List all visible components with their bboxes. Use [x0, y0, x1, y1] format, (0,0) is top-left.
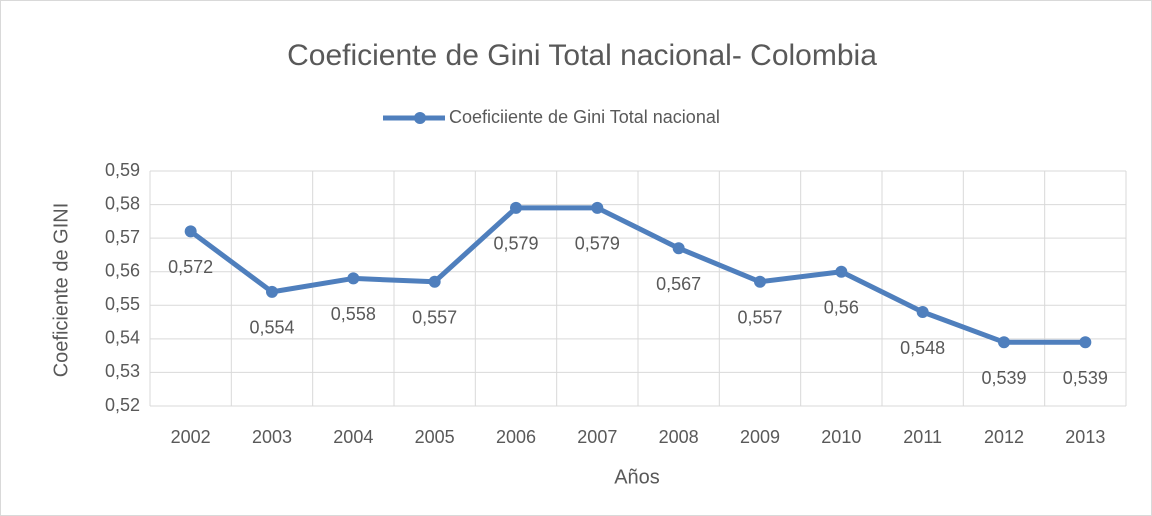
y-tick-label: 0,55: [105, 294, 140, 314]
x-tick-label: 2002: [171, 427, 211, 447]
data-label: 0,572: [168, 257, 213, 277]
x-tick-label: 2009: [740, 427, 780, 447]
data-point: [510, 201, 522, 214]
data-label: 0,554: [249, 318, 294, 338]
data-point: [428, 275, 441, 288]
legend-label: Coeficiiente de Gini Total nacional: [449, 107, 720, 127]
data-label: 0,557: [737, 308, 782, 328]
data-point: [754, 275, 766, 288]
data-point: [184, 225, 197, 238]
data-point: [916, 306, 929, 318]
x-tick-label: 2006: [496, 427, 536, 447]
data-label: 0,539: [1063, 368, 1108, 388]
y-tick-label: 0,56: [105, 260, 140, 280]
data-point: [591, 201, 604, 214]
data-point: [347, 272, 360, 285]
data-label: 0,548: [900, 338, 945, 358]
y-axis-label: Coeficiente de GINI: [50, 203, 72, 378]
x-tick-label: 2011: [903, 427, 942, 447]
y-tick-label: 0,54: [105, 328, 140, 348]
series-line: [189, 205, 1086, 345]
y-tick-label: 0,52: [105, 395, 140, 415]
x-tick-label: 2007: [577, 427, 617, 447]
x-tick-label: 2003: [252, 427, 292, 447]
data-label: 0,56: [824, 297, 859, 317]
x-tick-label: 2005: [415, 427, 455, 447]
chart-title: Coeficiente de Gini Total nacional- Colo…: [287, 39, 877, 72]
legend-marker: [414, 112, 426, 124]
x-tick-label: 2010: [821, 427, 861, 447]
x-axis-label: Años: [614, 466, 660, 488]
x-tick-label: 2004: [333, 427, 373, 447]
data-label: 0,557: [412, 308, 457, 328]
y-tick-label: 0,59: [105, 160, 140, 180]
data-point: [672, 242, 685, 255]
y-tick-label: 0,57: [105, 227, 140, 247]
data-label: 0,539: [981, 368, 1026, 388]
data-point: [266, 285, 278, 298]
x-tick-label: 2008: [659, 427, 699, 447]
data-label: 0,579: [575, 234, 620, 254]
x-tick-label: 2013: [1065, 427, 1105, 447]
x-tick-label: 2012: [984, 427, 1024, 447]
data-point: [998, 336, 1010, 349]
data-label: 0,579: [493, 234, 538, 254]
data-point: [1079, 336, 1092, 349]
data-label: 0,558: [331, 304, 376, 324]
data-label: 0,567: [656, 274, 701, 294]
data-point: [835, 265, 848, 278]
y-tick-label: 0,53: [105, 361, 140, 381]
y-tick-label: 0,58: [105, 193, 140, 213]
